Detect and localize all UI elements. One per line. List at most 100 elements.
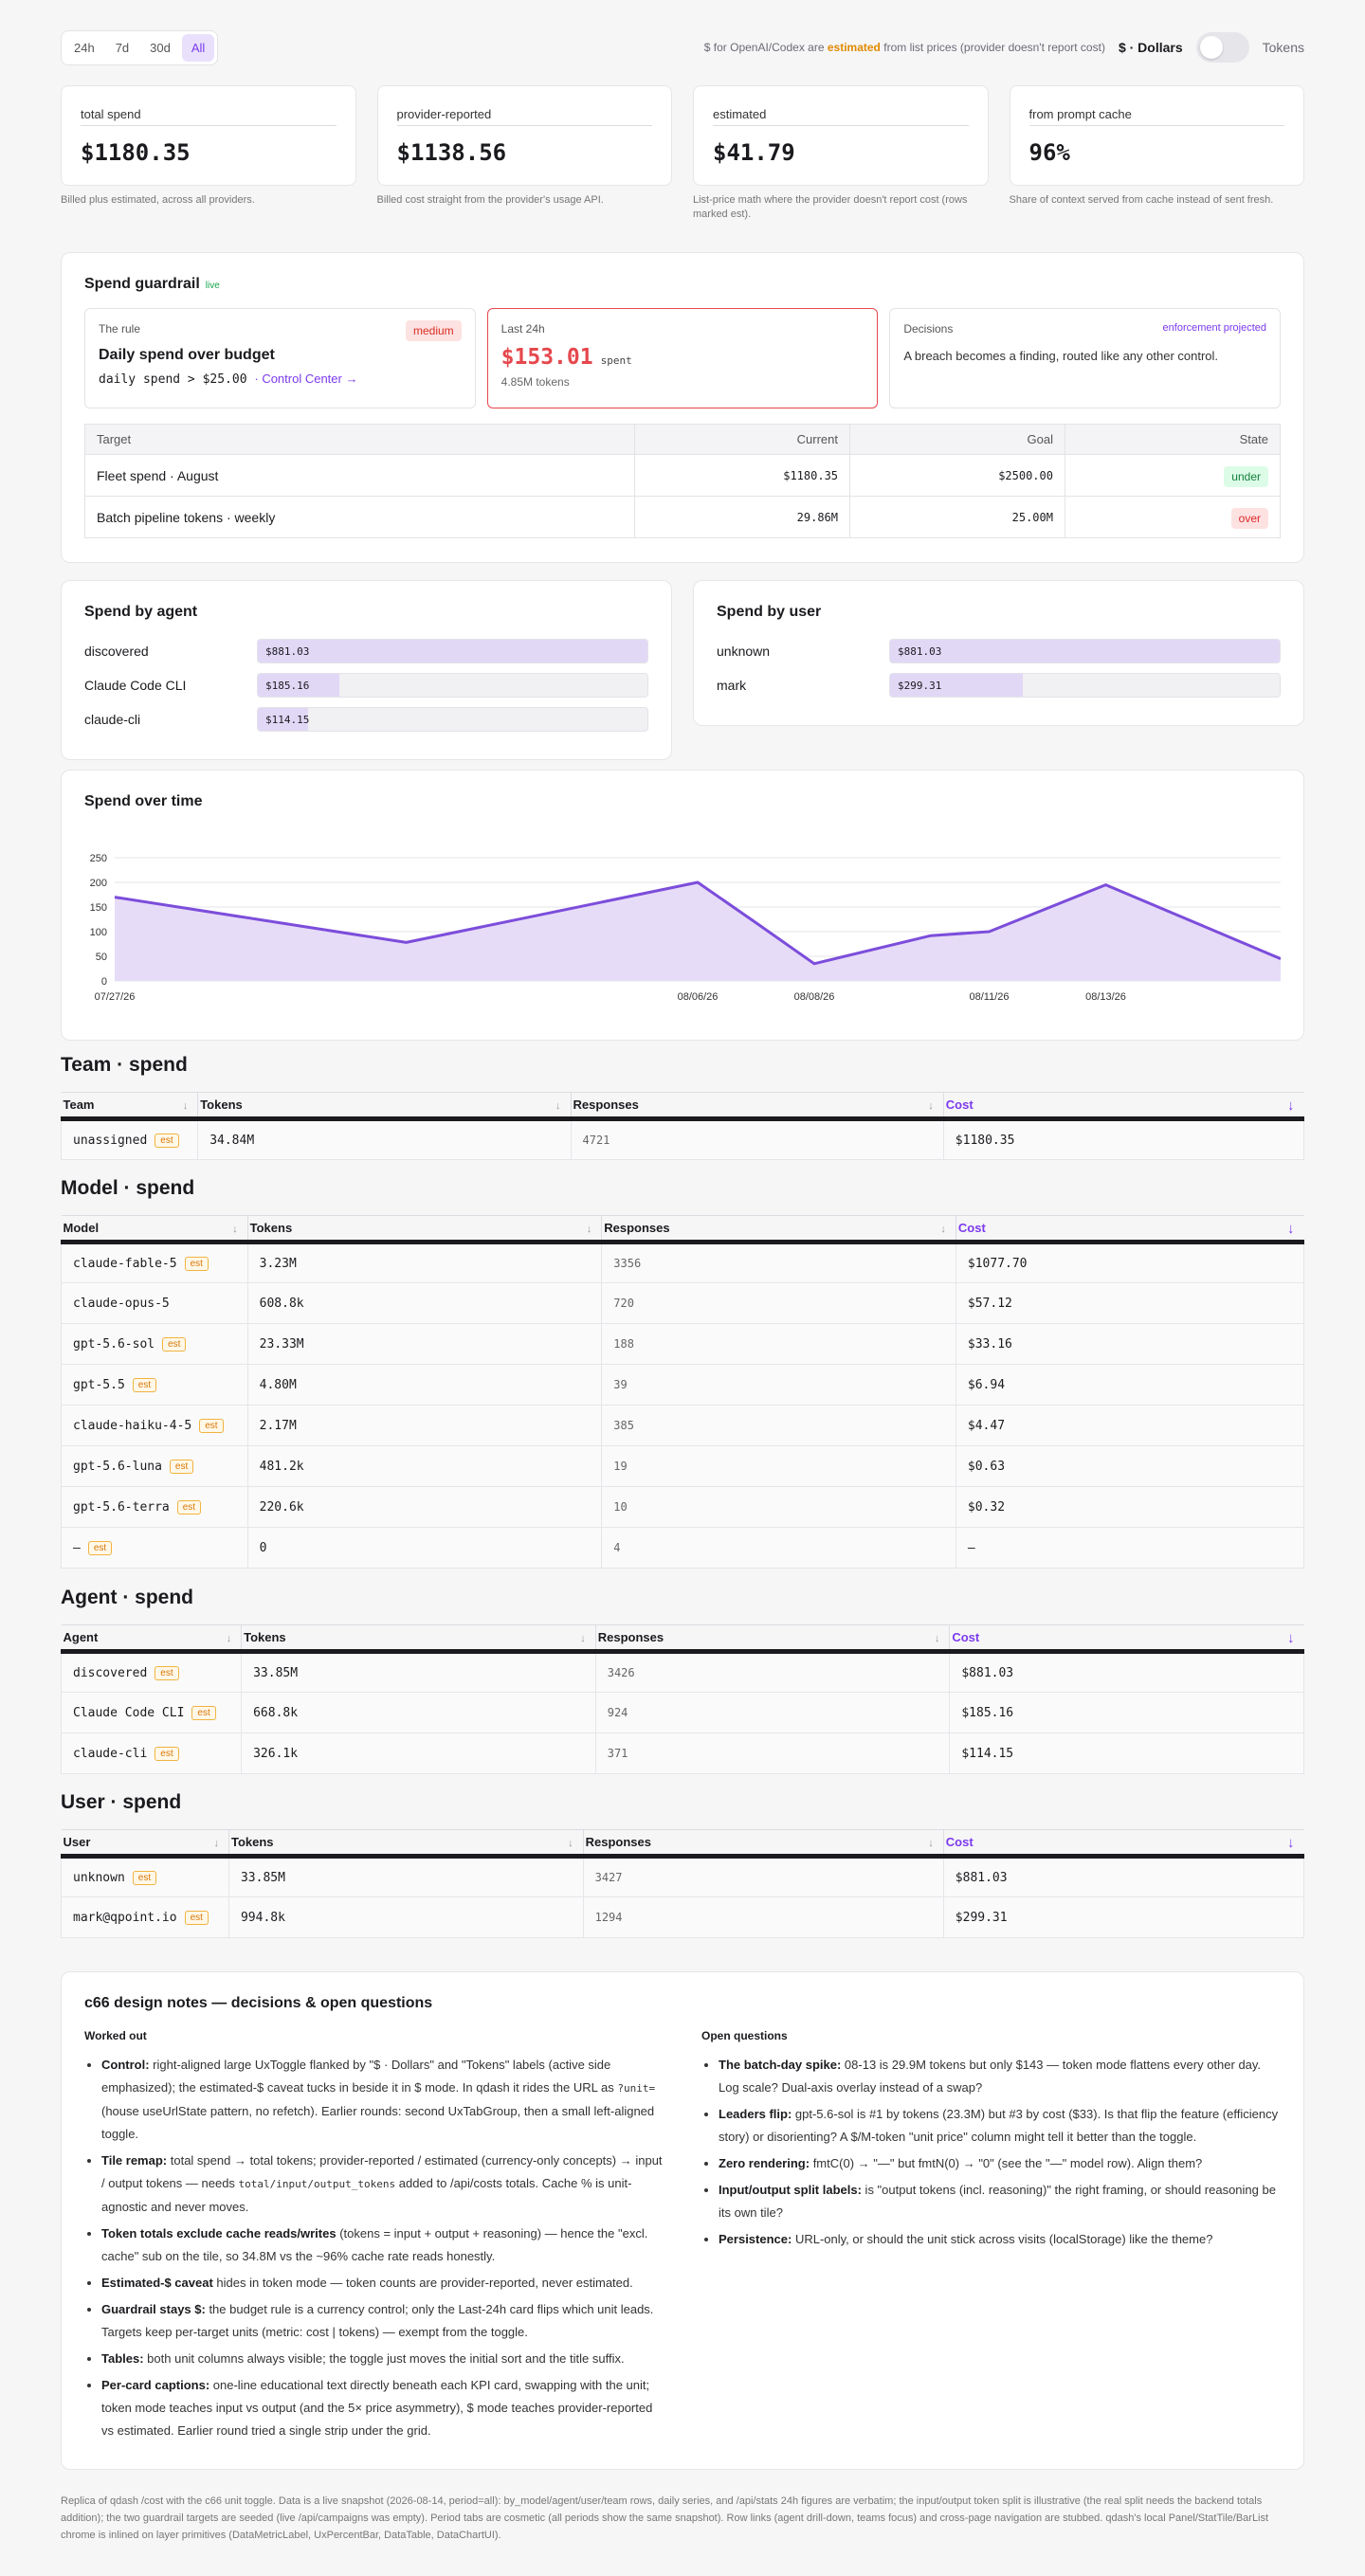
column-header[interactable]: Tokens ↓ bbox=[241, 1624, 596, 1654]
sort-icon[interactable]: ↓ bbox=[555, 1100, 561, 1112]
sort-icon[interactable]: ↓ bbox=[568, 1838, 573, 1849]
kpi-row: total spend $1180.35 Billed plus estimate… bbox=[61, 85, 1304, 222]
caveat-text-tail: from list prices (provider doesn't repor… bbox=[883, 41, 1105, 54]
bar-track: $881.03 bbox=[889, 639, 1281, 663]
row-cost: $1077.70 bbox=[956, 1242, 1305, 1283]
toggle-label-dollars[interactable]: $ · Dollars bbox=[1118, 40, 1183, 55]
decisions-label: Decisions bbox=[903, 322, 954, 336]
column-header[interactable]: Cost ↓ bbox=[943, 1092, 1304, 1121]
est-badge: est bbox=[132, 1870, 157, 1885]
est-badge: est bbox=[132, 1377, 157, 1392]
chart-title: Spend over time bbox=[84, 793, 203, 809]
period-tab-30d[interactable]: 30d bbox=[150, 40, 171, 55]
col-current[interactable]: Current bbox=[634, 424, 851, 455]
column-header[interactable]: Cost ↓ bbox=[956, 1215, 1304, 1244]
table-row[interactable]: unknown est 33.85M 3427 $881.03 bbox=[61, 1856, 1305, 1897]
table-row[interactable]: claude-haiku-4-5 est 2.17M 385 $4.47 bbox=[61, 1405, 1305, 1446]
y-tick-label: 250 bbox=[90, 853, 107, 864]
note-item: Control: right-aligned large UxToggle fl… bbox=[101, 2054, 664, 2146]
sort-icon[interactable]: ↓ bbox=[580, 1633, 586, 1644]
col-goal[interactable]: Goal bbox=[849, 424, 1065, 455]
unit-toggle-switch[interactable] bbox=[1195, 32, 1249, 63]
table-row[interactable]: — est 0 4— bbox=[61, 1527, 1305, 1569]
target-current: 29.86M bbox=[634, 496, 851, 538]
sort-icon[interactable]: ↓ bbox=[934, 1633, 940, 1644]
column-header[interactable]: Cost ↓ bbox=[949, 1624, 1304, 1654]
table-row[interactable]: gpt-5.6-sol est 23.33M 188 $33.16 bbox=[61, 1323, 1305, 1365]
row-responses: 3427 bbox=[583, 1856, 944, 1897]
bar-row[interactable]: Claude Code CLI $185.16 bbox=[84, 668, 648, 702]
table-row[interactable]: claude-cli est 326.1k 371 $114.15 bbox=[60, 1732, 1304, 1774]
column-header[interactable]: Agent ↓ bbox=[61, 1624, 243, 1654]
sort-icon[interactable]: ↓ bbox=[928, 1838, 934, 1849]
row-responses: 720 bbox=[601, 1282, 956, 1324]
column-header[interactable]: Cost ↓ bbox=[943, 1829, 1304, 1859]
table-row[interactable]: claude-opus-5 608.8k 720 $57.12 bbox=[61, 1282, 1305, 1324]
column-header[interactable]: Team ↓ bbox=[61, 1092, 199, 1121]
sort-desc-icon[interactable]: ↓ bbox=[1287, 1221, 1295, 1237]
sort-desc-icon[interactable]: ↓ bbox=[1287, 1098, 1295, 1114]
column-header[interactable]: Tokens ↓ bbox=[228, 1829, 584, 1859]
table-row[interactable]: claude-fable-5 est 3.23M 3356 $1077.70 bbox=[61, 1242, 1305, 1283]
row-responses: 3356 bbox=[601, 1242, 956, 1283]
bar-row[interactable]: discovered $881.03 bbox=[84, 634, 648, 668]
note-item: Tile remap: total spend → total tokens; … bbox=[101, 2150, 664, 2219]
table-row[interactable]: Batch pipeline tokens · weekly 29.86M 25… bbox=[84, 496, 1282, 538]
row-name: discovered est bbox=[60, 1651, 243, 1693]
sort-icon[interactable]: ↓ bbox=[182, 1100, 189, 1112]
bar-fill bbox=[890, 674, 1023, 697]
table-row[interactable]: gpt-5.6-luna est 481.2k 19 $0.63 bbox=[61, 1445, 1305, 1487]
bar-row[interactable]: unknown $881.03 bbox=[717, 634, 1281, 668]
last-24h-card: Last 24h $153.01 spent 4.85M tokens bbox=[486, 308, 879, 408]
table-row[interactable]: Fleet spend · August $1180.35 $2500.00 u… bbox=[84, 454, 1282, 497]
period-tab-24h[interactable]: 24h bbox=[74, 40, 95, 55]
column-header[interactable]: Responses ↓ bbox=[595, 1624, 951, 1654]
bar-row[interactable]: claude-cli $114.15 bbox=[84, 702, 648, 736]
worked-out-heading: Worked out bbox=[84, 2029, 147, 2042]
sort-icon[interactable]: ↓ bbox=[928, 1100, 934, 1112]
row-cost: $0.32 bbox=[956, 1486, 1305, 1528]
column-header[interactable]: Responses ↓ bbox=[601, 1215, 956, 1244]
table-row[interactable]: gpt-5.5 est 4.80M 39 $6.94 bbox=[61, 1364, 1305, 1406]
column-header[interactable]: Responses ↓ bbox=[583, 1829, 944, 1859]
row-cost: $881.03 bbox=[949, 1651, 1304, 1693]
row-name: claude-cli est bbox=[60, 1732, 243, 1774]
last-24h-suffix: spent bbox=[600, 354, 632, 367]
period-tab-all[interactable]: All bbox=[181, 33, 215, 62]
sort-desc-icon[interactable]: ↓ bbox=[1287, 1630, 1295, 1646]
table-row[interactable]: Claude Code CLI est 668.8k 924 $185.16 bbox=[60, 1692, 1304, 1733]
rule-label: The rule bbox=[99, 322, 141, 336]
row-tokens: 33.85M bbox=[228, 1856, 584, 1897]
est-badge: est bbox=[87, 1540, 113, 1555]
sort-icon[interactable]: ↓ bbox=[226, 1633, 232, 1644]
col-state[interactable]: State bbox=[1065, 424, 1282, 455]
sort-icon[interactable]: ↓ bbox=[232, 1224, 238, 1235]
table-row[interactable]: discovered est 33.85M 3426 $881.03 bbox=[60, 1651, 1304, 1693]
spend-by-user-panel: Spend by user unknown $881.03 mark $299.31 bbox=[693, 580, 1304, 726]
bar-value: $881.03 bbox=[898, 645, 942, 658]
column-header[interactable]: Model ↓ bbox=[61, 1215, 248, 1244]
control-center-link[interactable]: · Control Center → bbox=[254, 372, 358, 386]
table-row[interactable]: mark@qpoint.io est 994.8k 1294 $299.31 bbox=[61, 1896, 1305, 1938]
column-header[interactable]: Responses ↓ bbox=[571, 1092, 944, 1121]
period-tab-7d[interactable]: 7d bbox=[115, 40, 130, 55]
sort-desc-icon[interactable]: ↓ bbox=[1287, 1835, 1295, 1851]
column-header[interactable]: Tokens ↓ bbox=[197, 1092, 572, 1121]
table-row[interactable]: unassigned est 34.84M 4721 $1180.35 bbox=[60, 1118, 1305, 1160]
row-tokens: 994.8k bbox=[228, 1896, 584, 1938]
state-badge: under bbox=[1224, 465, 1268, 487]
toggle-label-tokens[interactable]: Tokens bbox=[1262, 40, 1304, 55]
bar-row[interactable]: mark $299.31 bbox=[717, 668, 1281, 702]
sort-icon[interactable]: ↓ bbox=[940, 1224, 946, 1235]
column-header[interactable]: Tokens ↓ bbox=[247, 1215, 603, 1244]
est-badge: est bbox=[155, 1746, 179, 1761]
est-badge: est bbox=[155, 1665, 179, 1680]
column-header[interactable]: User ↓ bbox=[61, 1829, 229, 1859]
sort-icon[interactable]: ↓ bbox=[586, 1224, 592, 1235]
target-name: Fleet spend · August bbox=[84, 454, 636, 497]
note-item: Zero rendering: fmtC(0) → "—" but fmtN(0… bbox=[719, 2152, 1281, 2175]
col-target[interactable]: Target bbox=[84, 424, 636, 455]
sort-icon[interactable]: ↓ bbox=[213, 1838, 219, 1849]
table-row[interactable]: gpt-5.6-terra est 220.6k 10 $0.32 bbox=[61, 1486, 1305, 1528]
